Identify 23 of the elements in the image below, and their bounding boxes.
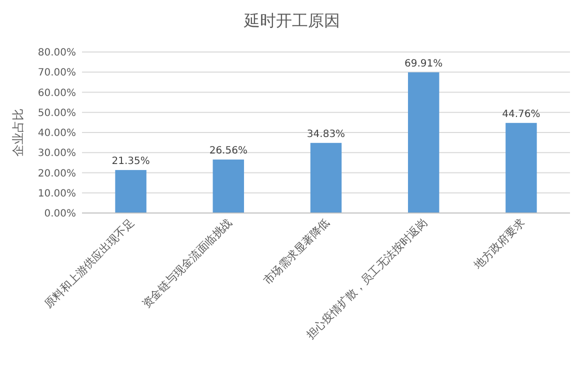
- bar: [408, 72, 440, 213]
- y-tick-label: 40.00%: [38, 128, 76, 139]
- x-tick-label: 市场需求显著降低: [260, 216, 332, 288]
- data-label: 69.91%: [404, 58, 443, 70]
- bar: [212, 160, 244, 213]
- chart-title: 延时开工原因: [243, 11, 340, 30]
- bar: [506, 122, 537, 213]
- bar: [115, 170, 146, 213]
- bar: [310, 142, 342, 213]
- y-tick-label: 50.00%: [38, 108, 76, 119]
- data-label: 44.76%: [502, 108, 540, 120]
- y-tick-label: 20.00%: [38, 168, 76, 180]
- data-label: 26.56%: [209, 146, 248, 157]
- data-label: 34.83%: [306, 128, 346, 140]
- y-axis-title: 企业占比: [11, 108, 25, 156]
- y-tick-label: 30.00%: [38, 148, 76, 160]
- data-label: 21.35%: [112, 156, 150, 168]
- x-tick-label: 地方政府要求: [470, 216, 528, 272]
- y-tick-label: 60.00%: [38, 88, 76, 99]
- y-tick-label: 80.00%: [38, 48, 76, 58]
- y-tick-label: 10.00%: [38, 188, 76, 200]
- y-tick-label: 70.00%: [38, 68, 76, 79]
- x-tick-label: 资金链与现金流面临挑战: [140, 216, 235, 311]
